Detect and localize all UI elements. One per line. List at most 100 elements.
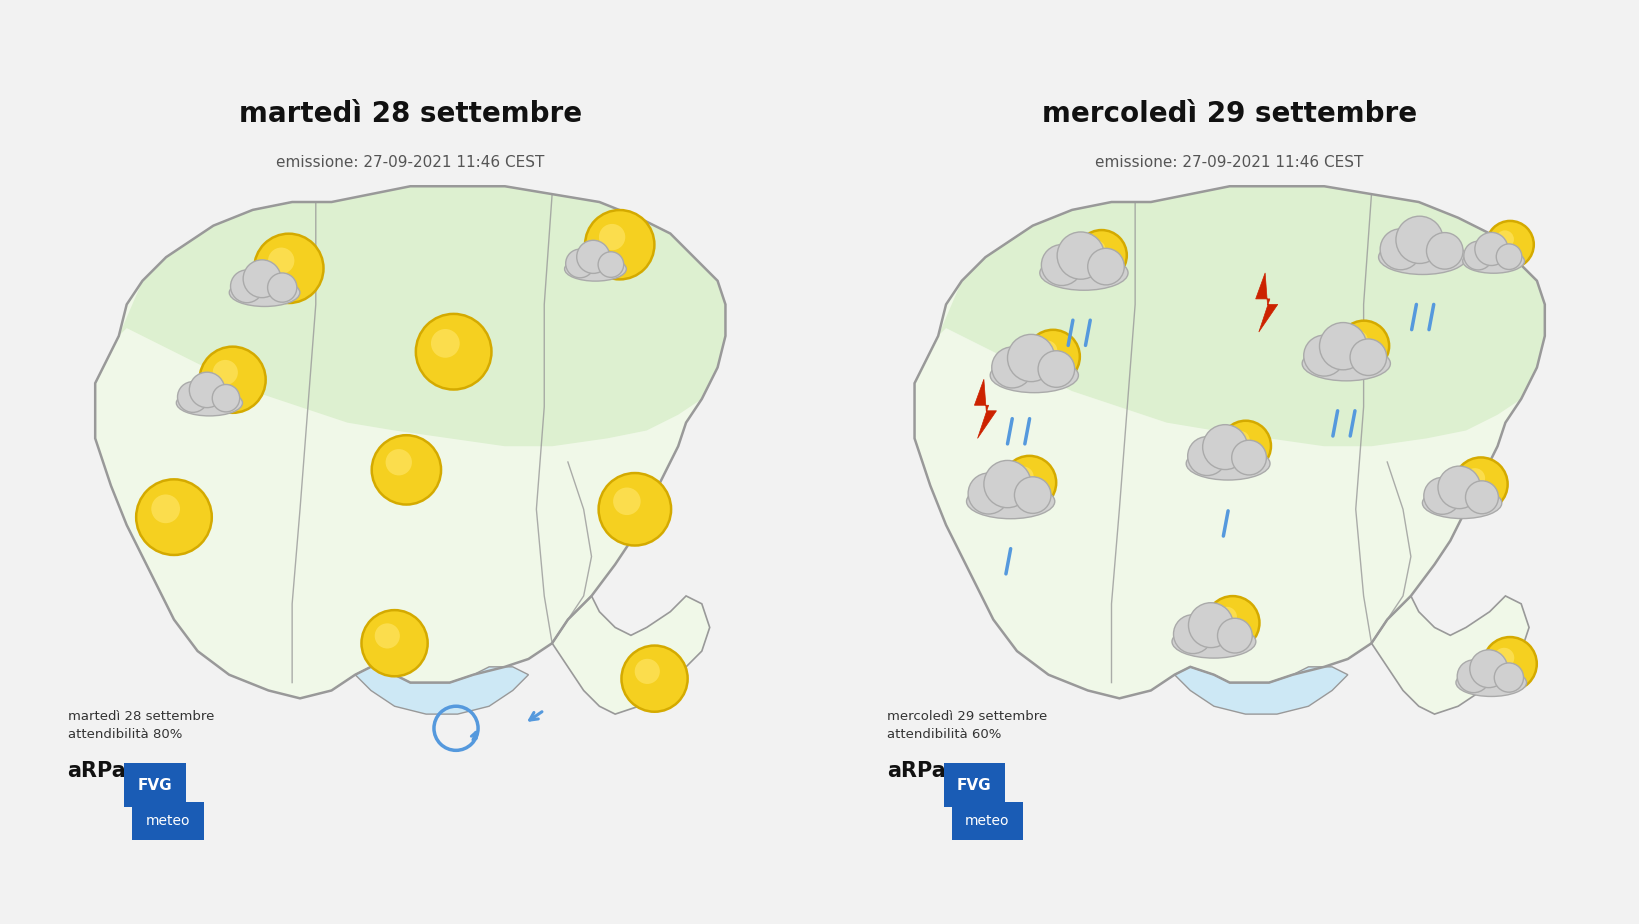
Circle shape [621, 646, 687, 711]
Ellipse shape [1172, 626, 1255, 658]
Circle shape [1303, 335, 1344, 376]
FancyBboxPatch shape [942, 763, 1005, 807]
Polygon shape [938, 187, 1544, 446]
Polygon shape [356, 667, 528, 714]
Circle shape [1495, 230, 1513, 249]
Circle shape [1473, 233, 1506, 265]
Circle shape [983, 460, 1031, 507]
Ellipse shape [1378, 240, 1465, 274]
Circle shape [1026, 330, 1078, 383]
Circle shape [577, 240, 610, 274]
Circle shape [598, 473, 670, 545]
Circle shape [374, 624, 400, 649]
Circle shape [634, 659, 659, 684]
Text: martedì 28 settembre: martedì 28 settembre [239, 100, 582, 128]
Ellipse shape [1301, 346, 1390, 381]
Circle shape [1485, 221, 1532, 268]
Ellipse shape [990, 358, 1078, 393]
FancyBboxPatch shape [951, 802, 1023, 840]
Circle shape [267, 248, 295, 274]
Text: mercoledì 29 settembre
attendibilità 60%: mercoledì 29 settembre attendibilità 60% [887, 711, 1047, 741]
Text: FVG: FVG [957, 777, 992, 793]
Circle shape [1395, 216, 1442, 263]
FancyBboxPatch shape [125, 763, 185, 807]
Polygon shape [1174, 667, 1347, 714]
Text: aRPa: aRPa [67, 761, 126, 782]
Circle shape [416, 314, 492, 390]
Circle shape [1464, 241, 1491, 270]
Ellipse shape [1185, 447, 1269, 480]
Circle shape [598, 224, 624, 250]
Ellipse shape [1421, 487, 1501, 518]
Text: mercoledì 29 settembre: mercoledì 29 settembre [1041, 100, 1416, 128]
Circle shape [361, 610, 428, 676]
Circle shape [213, 359, 238, 385]
Polygon shape [1370, 596, 1528, 714]
Circle shape [992, 347, 1033, 388]
Text: emissione: 27-09-2021 11:46 CEST: emissione: 27-09-2021 11:46 CEST [275, 154, 544, 170]
Circle shape [1469, 650, 1506, 687]
Circle shape [565, 249, 593, 278]
Circle shape [200, 346, 266, 413]
Text: meteo: meteo [965, 814, 1010, 828]
Circle shape [1174, 614, 1211, 653]
Circle shape [1229, 431, 1249, 450]
Text: aRPa: aRPa [887, 761, 946, 782]
Circle shape [1423, 478, 1460, 515]
Circle shape [136, 480, 211, 555]
Circle shape [1041, 245, 1082, 286]
Circle shape [1457, 660, 1490, 693]
Circle shape [1087, 249, 1124, 285]
Circle shape [1437, 466, 1480, 508]
Ellipse shape [1039, 256, 1128, 290]
Circle shape [1493, 648, 1513, 668]
Polygon shape [1174, 667, 1347, 714]
Text: FVG: FVG [138, 777, 172, 793]
Circle shape [1015, 477, 1051, 514]
Circle shape [1216, 618, 1252, 653]
Ellipse shape [229, 279, 300, 307]
Circle shape [585, 210, 654, 279]
Circle shape [188, 372, 225, 407]
Text: martedì 28 settembre
attendibilità 80%: martedì 28 settembre attendibilità 80% [67, 711, 213, 741]
Polygon shape [95, 187, 724, 699]
Polygon shape [974, 379, 997, 438]
Circle shape [1482, 637, 1536, 690]
Ellipse shape [1462, 249, 1524, 274]
Circle shape [151, 494, 180, 523]
Circle shape [598, 251, 623, 277]
Circle shape [1464, 468, 1485, 489]
Circle shape [967, 473, 1008, 514]
Polygon shape [356, 667, 528, 714]
Ellipse shape [177, 390, 243, 416]
Circle shape [1036, 341, 1057, 361]
Circle shape [254, 234, 323, 303]
Circle shape [1465, 480, 1498, 514]
Circle shape [1426, 233, 1462, 269]
Circle shape [211, 384, 239, 412]
FancyBboxPatch shape [133, 802, 203, 840]
Circle shape [1187, 437, 1226, 476]
Circle shape [1085, 240, 1105, 260]
Circle shape [1075, 230, 1126, 281]
Circle shape [1205, 596, 1259, 650]
Circle shape [243, 260, 280, 298]
Text: meteo: meteo [146, 814, 190, 828]
Circle shape [267, 273, 297, 302]
Circle shape [1037, 351, 1074, 387]
Circle shape [231, 270, 264, 303]
Circle shape [1006, 334, 1054, 382]
Polygon shape [915, 187, 1544, 699]
Circle shape [1201, 425, 1247, 469]
Ellipse shape [564, 257, 626, 281]
Ellipse shape [1455, 669, 1526, 697]
Circle shape [1337, 321, 1388, 371]
Ellipse shape [965, 484, 1054, 518]
Circle shape [372, 435, 441, 505]
Polygon shape [1255, 273, 1277, 332]
Circle shape [1493, 663, 1523, 692]
Circle shape [1013, 467, 1033, 487]
Circle shape [1349, 339, 1385, 375]
Circle shape [1347, 331, 1367, 350]
Circle shape [1001, 456, 1056, 509]
